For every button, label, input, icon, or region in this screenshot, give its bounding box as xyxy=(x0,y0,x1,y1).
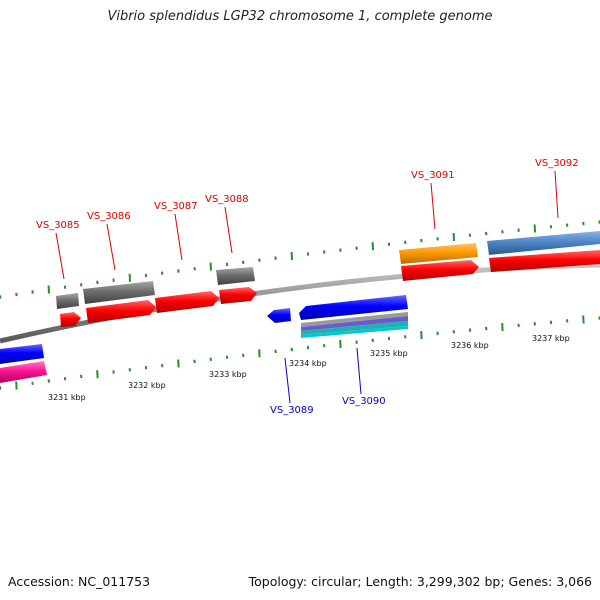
gene-VS_3090[interactable] xyxy=(299,295,408,320)
accession-text: Accession: NC_011753 xyxy=(8,574,151,589)
gene-feature-gray-1[interactable] xyxy=(56,293,79,309)
gene-VS_3087[interactable] xyxy=(155,291,219,313)
outer-tick-row xyxy=(0,220,600,299)
gene-feature-red-3092[interactable] xyxy=(489,250,600,272)
gene-label-VS_3092[interactable]: VS_3092 xyxy=(535,158,579,169)
label-leaders xyxy=(55,170,559,404)
leader-VS_3090 xyxy=(356,347,362,395)
gene-label-VS_3091[interactable]: VS_3091 xyxy=(411,170,455,181)
leader-VS_3088 xyxy=(224,206,233,254)
scale-label: 3232 kbp xyxy=(128,381,166,390)
feature-band-cyan xyxy=(301,326,408,338)
leader-VS_3091 xyxy=(430,182,436,230)
gene-feature-blue-left[interactable] xyxy=(0,344,44,364)
gene-label-VS_3085[interactable]: VS_3085 xyxy=(36,220,80,231)
gene-label-VS_3089[interactable]: VS_3089 xyxy=(270,405,314,416)
gene-VS_3086[interactable] xyxy=(86,300,156,323)
gene-VS_3091[interactable] xyxy=(399,243,478,264)
feature-band-purple xyxy=(301,316,408,331)
leader-VS_3089 xyxy=(284,357,291,404)
scale-label: 3236 kbp xyxy=(451,341,489,350)
scale-label: 3235 kbp xyxy=(370,349,408,358)
gene-labels: VS_3085 VS_3086 VS_3087 VS_3088 VS_3089 … xyxy=(36,158,579,416)
gene-feature-red-3091[interactable] xyxy=(401,260,479,281)
gene-feature-gray-2[interactable] xyxy=(83,281,155,304)
gene-VS_3088[interactable] xyxy=(219,287,257,304)
feature-track xyxy=(0,231,600,383)
gene-feature-pink-left[interactable] xyxy=(0,361,47,383)
scale-label: 3231 kbp xyxy=(48,393,86,402)
feature-band-gray xyxy=(301,312,408,327)
gene-feature-gray-3[interactable] xyxy=(216,267,255,285)
scale-label: 3233 kbp xyxy=(209,370,247,379)
gene-label-VS_3090[interactable]: VS_3090 xyxy=(342,396,386,407)
gene-label-VS_3087[interactable]: VS_3087 xyxy=(154,201,198,212)
gene-VS_3089[interactable] xyxy=(267,308,291,323)
gene-VS_3092[interactable] xyxy=(487,231,600,255)
genome-title: Vibrio splendidus LGP32 chromosome 1, co… xyxy=(107,9,493,24)
genome-stats-text: Topology: circular; Length: 3,299,302 bp… xyxy=(248,574,592,589)
scale-label: 3234 kbp xyxy=(289,359,327,368)
leader-VS_3085 xyxy=(55,232,65,280)
scale-label: 3237 kbp xyxy=(532,334,570,343)
scale-labels: 3231 kbp 3232 kbp 3233 kbp 3234 kbp 3235… xyxy=(48,334,570,402)
gene-VS_3085[interactable] xyxy=(60,312,81,327)
leader-VS_3087 xyxy=(174,213,183,261)
gene-label-VS_3088[interactable]: VS_3088 xyxy=(205,194,249,205)
inner-tick-row xyxy=(0,315,600,390)
gene-label-VS_3086[interactable]: VS_3086 xyxy=(87,211,131,222)
leader-VS_3092 xyxy=(554,170,559,219)
leader-VS_3086 xyxy=(106,223,116,271)
feature-band-teal xyxy=(301,321,408,335)
